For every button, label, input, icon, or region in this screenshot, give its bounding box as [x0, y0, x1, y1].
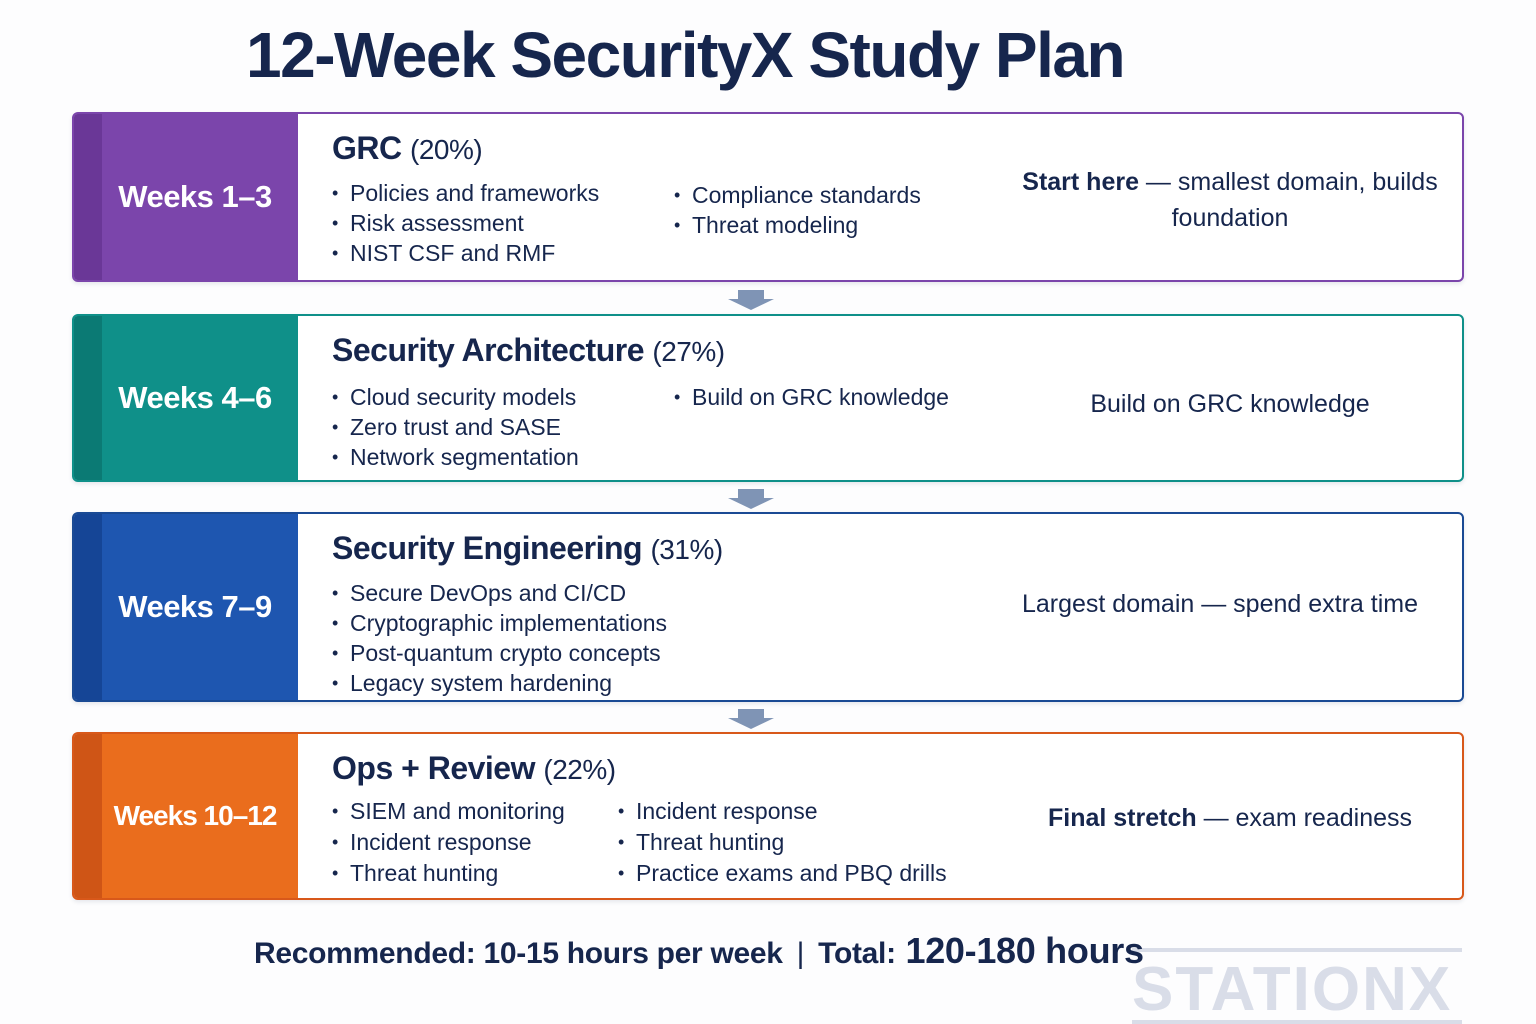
week-label-panel: Weeks 10–12: [74, 734, 298, 898]
topic-item: Risk assessment: [332, 208, 599, 238]
domain-name: Security Architecture: [332, 332, 644, 368]
topic-item: Cryptographic implementations: [332, 608, 667, 638]
recommended-label: Recommended:: [254, 937, 476, 970]
note-emphasis: Final stretch: [1047, 804, 1197, 832]
panel-stripe: [74, 734, 102, 898]
domain-heading: GRC (20%): [332, 130, 483, 167]
phase-body: Security Engineering (31%) Secure DevOps…: [298, 514, 1462, 700]
note-text: — exam readiness: [1196, 804, 1413, 832]
page-title: 12-Week SecurityX Study Plan: [246, 19, 1126, 91]
topic-item: Legacy system hardening: [332, 668, 667, 698]
week-label-panel: Weeks 7–9: [74, 514, 298, 700]
panel-stripe: [74, 514, 102, 700]
note-text: — smallest domain, builds foundation: [1138, 168, 1438, 232]
phase-note: Final stretch — exam readiness: [1020, 800, 1440, 836]
panel-stripe: [74, 316, 102, 480]
domain-weight: (31%): [650, 534, 723, 565]
phase-body: Ops + Review (22%) SIEM and monitoring I…: [298, 734, 1462, 898]
topic-item: Zero trust and SASE: [332, 412, 579, 442]
stationx-logo-watermark: STATIONX: [1132, 948, 1462, 1024]
domain-weight: (22%): [543, 754, 616, 785]
topic-list-secondary: Build on GRC knowledge: [674, 382, 949, 412]
domain-name: Ops + Review: [332, 750, 535, 786]
phase-note: Start here — smallest domain, builds fou…: [1020, 164, 1440, 236]
topic-list-secondary: Compliance standards Threat modeling: [674, 180, 921, 240]
weeks-label: Weeks 7–9: [118, 589, 272, 624]
phase-card-grc: Weeks 1–3 GRC (20%) Policies and framewo…: [72, 112, 1464, 282]
domain-heading: Ops + Review (22%): [332, 750, 616, 787]
topic-item: Network segmentation: [332, 442, 579, 472]
topic-list-primary: Cloud security models Zero trust and SAS…: [332, 382, 579, 472]
recommended-value: 10-15 hours per week: [475, 937, 783, 970]
phase-note: Largest domain — spend extra time: [1000, 586, 1440, 622]
topic-item: Cloud security models: [332, 382, 579, 412]
topic-item: Threat modeling: [674, 210, 921, 240]
down-arrow-icon: [728, 489, 774, 509]
domain-heading: Security Architecture (27%): [332, 332, 725, 369]
topic-item: Secure DevOps and CI/CD: [332, 578, 667, 608]
domain-name: GRC: [332, 130, 402, 166]
phase-card-security-engineering: Weeks 7–9 Security Engineering (31%) Sec…: [72, 512, 1464, 702]
week-label-panel: Weeks 1–3: [74, 114, 298, 280]
topic-item: SIEM and monitoring: [332, 796, 565, 827]
phase-note: Build on GRC knowledge: [1020, 386, 1440, 422]
topic-item: Threat hunting: [618, 827, 947, 858]
topic-list-primary: Secure DevOps and CI/CD Cryptographic im…: [332, 578, 667, 698]
note-emphasis: Start here: [1022, 168, 1139, 196]
topic-item: Build on GRC knowledge: [674, 382, 949, 412]
total-value: 120-180 hours: [895, 930, 1144, 971]
total-label: Total:: [818, 937, 896, 970]
weeks-label: Weeks 1–3: [118, 179, 272, 214]
phase-card-ops-review: Weeks 10–12 Ops + Review (22%) SIEM and …: [72, 732, 1464, 900]
down-arrow-icon: [728, 709, 774, 729]
week-label-panel: Weeks 4–6: [74, 316, 298, 480]
topic-list-primary: Policies and frameworks Risk assessment …: [332, 178, 599, 268]
down-arrow-icon: [728, 290, 774, 310]
domain-weight: (27%): [652, 336, 725, 367]
domain-heading: Security Engineering (31%): [332, 530, 723, 567]
topic-item: Threat hunting: [332, 858, 565, 889]
topic-list-secondary: Incident response Threat hunting Practic…: [618, 796, 947, 889]
weeks-label: Weeks 4–6: [118, 380, 272, 415]
phase-card-security-architecture: Weeks 4–6 Security Architecture (27%) Cl…: [72, 314, 1464, 482]
domain-name: Security Engineering: [332, 530, 643, 566]
topic-item: Incident response: [332, 827, 565, 858]
topic-list-primary: SIEM and monitoring Incident response Th…: [332, 796, 565, 889]
panel-stripe: [74, 114, 102, 280]
topic-item: Practice exams and PBQ drills: [618, 858, 947, 889]
topic-item: Post-quantum crypto concepts: [332, 638, 667, 668]
watermark-text: STATIONX: [1132, 955, 1452, 1024]
weeks-label: Weeks 10–12: [113, 800, 278, 831]
topic-item: Compliance standards: [674, 180, 921, 210]
note-text: Largest domain — spend extra time: [1021, 590, 1419, 618]
phase-body: Security Architecture (27%) Cloud securi…: [298, 316, 1462, 480]
topic-item: Incident response: [618, 796, 947, 827]
phase-body: GRC (20%) Policies and frameworks Risk a…: [298, 114, 1462, 280]
domain-weight: (20%): [410, 134, 483, 165]
footer-summary: Recommended: 10-15 hours per week | Total:…: [254, 930, 1144, 972]
topic-item: Policies and frameworks: [332, 178, 599, 208]
note-text: Build on GRC knowledge: [1090, 390, 1370, 418]
footer-separator: |: [796, 937, 805, 970]
topic-item: NIST CSF and RMF: [332, 238, 599, 268]
